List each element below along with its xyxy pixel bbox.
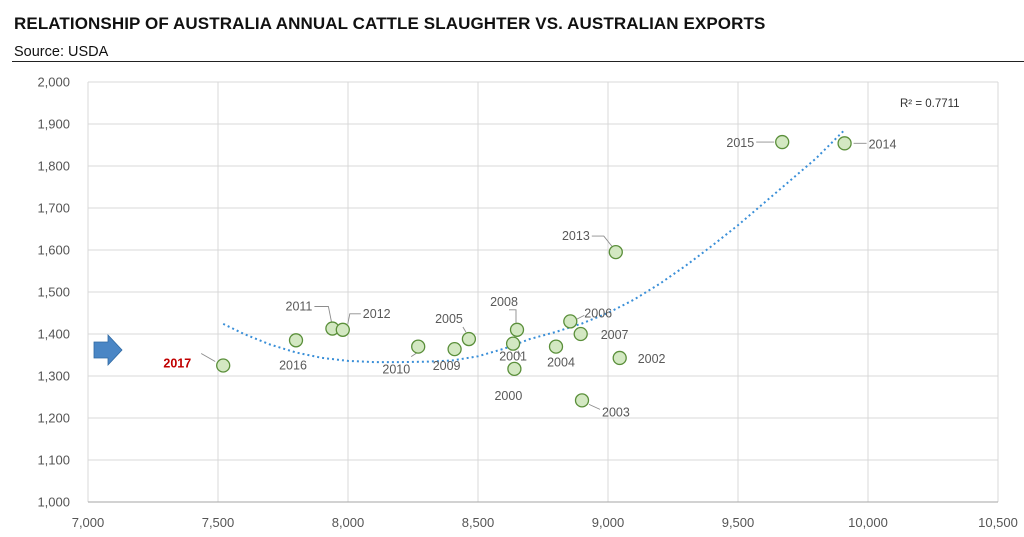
point-label-2007: 2007 xyxy=(601,328,629,342)
data-point-2004 xyxy=(548,339,564,354)
x-tick-label: 9,000 xyxy=(592,515,625,530)
point-label-2000: 2000 xyxy=(494,389,522,403)
leader-line xyxy=(517,350,522,357)
y-tick-label: 1,600 xyxy=(37,243,70,258)
y-tick-label: 1,900 xyxy=(37,117,70,132)
leader-line xyxy=(314,306,332,322)
leader-line xyxy=(576,314,585,320)
y-tick-label: 1,700 xyxy=(37,201,70,216)
point-label-2001: 2001 xyxy=(499,350,527,364)
point-label-2004: 2004 xyxy=(547,356,575,370)
data-point-2014 xyxy=(837,136,852,151)
polynomial-trendline xyxy=(222,129,846,364)
y-tick-label: 1,500 xyxy=(37,285,70,300)
leader-line xyxy=(509,309,517,323)
chart-title: RELATIONSHIP OF AUSTRALIA ANNUAL CATTLE … xyxy=(14,14,766,33)
data-point-2009 xyxy=(447,341,462,357)
data-point-2015 xyxy=(775,134,790,150)
data-point-labels: 2017 2016 2011 2012 2010 2009 2005 2008 2001 2000… xyxy=(163,136,896,419)
data-point-2008 xyxy=(509,322,525,337)
x-tick-label: 7,500 xyxy=(202,515,235,530)
y-tick-label: 1,200 xyxy=(37,411,70,426)
point-label-2005: 2005 xyxy=(435,312,463,326)
data-point-2000 xyxy=(507,361,522,377)
x-tick-label: 7,000 xyxy=(72,515,105,530)
point-label-2013: 2013 xyxy=(562,229,590,243)
point-label-2012: 2012 xyxy=(363,307,391,321)
label-leader-lines xyxy=(200,141,867,410)
gridlines xyxy=(87,81,999,503)
y-tick-label: 1,100 xyxy=(37,453,70,468)
leader-line xyxy=(347,313,361,324)
data-point-2012 xyxy=(335,322,350,337)
y-tick-label: 1,800 xyxy=(37,159,70,174)
r-squared-label: R² = 0.7711 xyxy=(900,98,960,110)
data-point-2007 xyxy=(573,326,588,342)
x-tick-label: 8,000 xyxy=(332,515,365,530)
point-label-2014: 2014 xyxy=(869,137,897,151)
data-point-2005 xyxy=(461,331,477,347)
data-point-2001 xyxy=(505,336,521,351)
point-label-2017: 2017 xyxy=(163,357,191,371)
point-label-2002: 2002 xyxy=(638,352,666,366)
data-point-2016 xyxy=(288,333,304,348)
y-tick-label: 1,300 xyxy=(37,369,70,384)
data-point-2017 xyxy=(216,358,231,373)
point-label-2010: 2010 xyxy=(382,363,410,377)
leader-line xyxy=(462,326,467,333)
data-point-2006 xyxy=(563,314,578,329)
x-tick-label: 8,500 xyxy=(462,515,495,530)
point-label-2008: 2008 xyxy=(490,295,518,309)
y-tick-label: 1,000 xyxy=(37,495,70,510)
data-point-2002 xyxy=(612,350,627,366)
x-tick-label: 10,000 xyxy=(848,515,888,530)
point-label-2003: 2003 xyxy=(602,405,630,419)
source-label: Source: USDA xyxy=(14,44,109,60)
data-points xyxy=(216,134,852,408)
y-tick-label: 2,000 xyxy=(37,75,70,90)
data-point-2003 xyxy=(574,393,590,408)
header-divider xyxy=(12,61,1024,62)
data-point-2010 xyxy=(411,339,426,354)
leader-line xyxy=(588,403,601,410)
leader-line xyxy=(200,353,216,362)
point-label-2016: 2016 xyxy=(279,358,307,372)
x-tick-label: 10,500 xyxy=(978,515,1018,530)
x-tick-label: 9,500 xyxy=(722,515,755,530)
point-label-2015: 2015 xyxy=(726,136,754,150)
point-label-2006: 2006 xyxy=(584,306,612,320)
point-label-2011: 2011 xyxy=(286,300,313,314)
arrow-icon xyxy=(93,333,123,367)
x-axis-tick-labels: 7,000 7,500 8,000 8,500 9,000 9,500 10,000 10,5… xyxy=(72,515,1018,530)
point-label-2009: 2009 xyxy=(433,359,461,373)
y-tick-label: 1,400 xyxy=(37,327,70,342)
data-point-2013 xyxy=(608,244,623,260)
y-axis-tick-labels: 1,000 1,100 1,200 1,300 1,400 1,500 1,600 1,700… xyxy=(37,75,70,510)
leader-line xyxy=(591,235,613,247)
